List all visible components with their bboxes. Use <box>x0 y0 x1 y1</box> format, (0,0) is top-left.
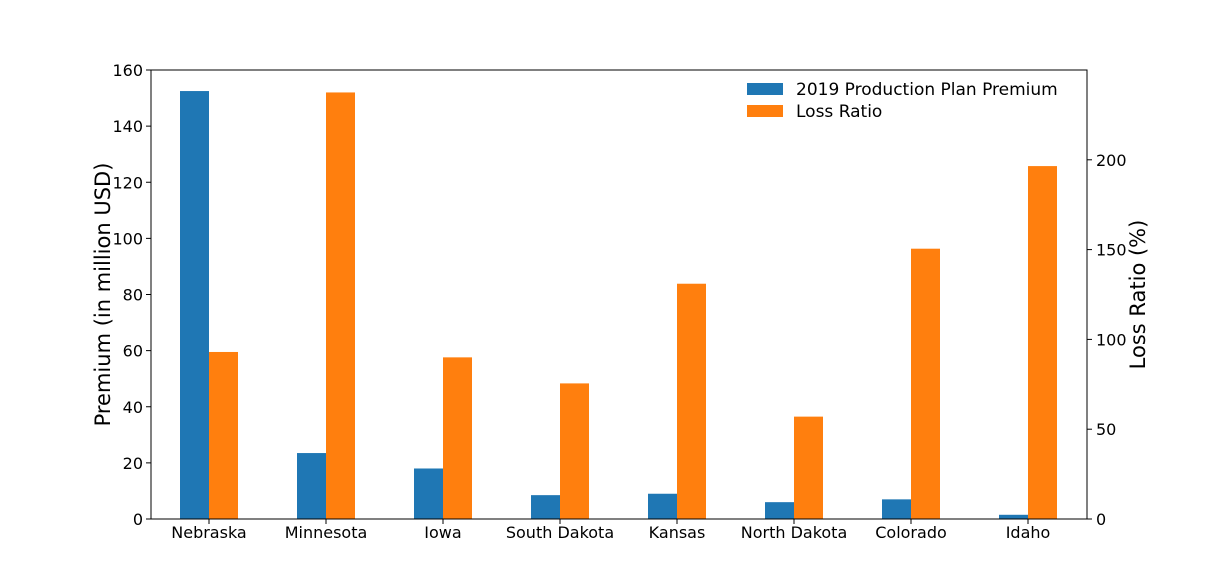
bar-premium-north-dakota <box>765 502 794 519</box>
legend-label-premium: 2019 Production Plan Premium <box>796 80 1058 100</box>
y-tick-label: 80 <box>123 286 143 305</box>
legend-swatch-loss-ratio <box>747 105 783 117</box>
x-tick-label-minnesota: Minnesota <box>285 523 368 542</box>
y-axis-label: Premium (in million USD) <box>91 163 115 427</box>
bar-premium-kansas <box>648 493 677 519</box>
x-tick-label-kansas: Kansas <box>649 523 706 542</box>
y-tick-label: 60 <box>123 342 143 361</box>
y-tick-label: 140 <box>112 117 143 136</box>
legend-swatch-premium <box>747 83 783 95</box>
bar-loss-ratio-south-dakota <box>560 383 589 519</box>
bar-premium-nebraska <box>180 91 209 519</box>
bar-premium-minnesota <box>297 453 326 519</box>
bar-premium-iowa <box>414 468 443 519</box>
x-tick-label-nebraska: Nebraska <box>171 523 246 542</box>
bar-loss-ratio-idaho <box>1028 166 1057 519</box>
right-axis: 0 50 100 150 200 <box>1087 151 1127 529</box>
bar-loss-ratio-minnesota <box>326 92 355 519</box>
y-tick-label: 120 <box>112 173 143 192</box>
y-tick-label: 20 <box>123 454 143 473</box>
x-tick-label-south-dakota: South Dakota <box>506 523 614 542</box>
bar-loss-ratio-nebraska <box>209 351 238 519</box>
y2-tick-label: 200 <box>1096 151 1127 170</box>
x-axis: Nebraska Minnesota Iowa South Dakota Kansas N… <box>171 519 1050 542</box>
plot-frame <box>150 69 1088 520</box>
bar-loss-ratio-colorado <box>911 248 940 519</box>
y2-axis-label: Loss Ratio (%) <box>1126 220 1150 370</box>
x-tick-label-iowa: Iowa <box>424 523 461 542</box>
bar-premium-south-dakota <box>531 495 560 519</box>
bar-premium-colorado <box>882 499 911 519</box>
y2-tick-label: 150 <box>1096 241 1127 260</box>
bars-layer <box>180 91 1057 519</box>
left-axis: 0 20 40 60 80 100 120 140 160 <box>112 61 151 529</box>
legend: 2019 Production Plan Premium Loss Ratio <box>747 80 1058 122</box>
y2-tick-label: 50 <box>1096 420 1116 439</box>
legend-label-loss-ratio: Loss Ratio <box>796 102 882 122</box>
y2-tick-label: 100 <box>1096 330 1127 349</box>
x-tick-label-idaho: Idaho <box>1006 523 1051 542</box>
x-tick-label-north-dakota: North Dakota <box>741 523 848 542</box>
bar-premium-idaho <box>999 514 1028 519</box>
y-tick-label: 100 <box>112 229 143 248</box>
bar-loss-ratio-kansas <box>677 283 706 519</box>
y-tick-label: 160 <box>112 61 143 80</box>
bar-loss-ratio-iowa <box>443 357 472 519</box>
y-tick-label: 40 <box>123 398 143 417</box>
y2-tick-label: 0 <box>1096 510 1106 529</box>
x-tick-label-colorado: Colorado <box>875 523 947 542</box>
bar-loss-ratio-north-dakota <box>794 416 823 519</box>
y-tick-label: 0 <box>133 510 143 529</box>
